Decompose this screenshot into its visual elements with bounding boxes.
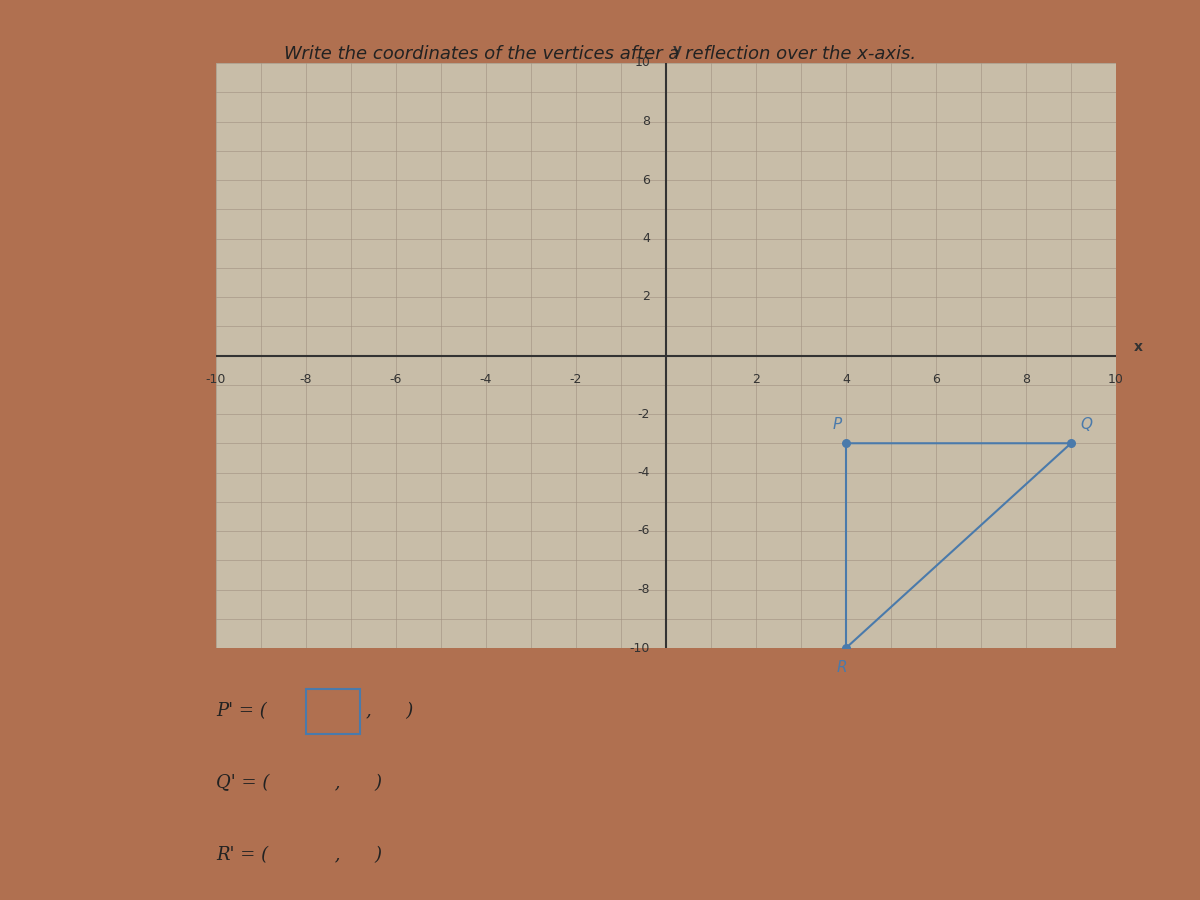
Text: 8: 8 [642,115,650,128]
Text: ,      ): , ) [366,702,413,720]
Text: -10: -10 [630,642,650,654]
Text: y: y [673,43,682,58]
Text: P' = (: P' = ( [216,702,266,720]
Text: -2: -2 [570,373,582,386]
Text: Q' = (: Q' = ( [216,774,269,792]
Text: -6: -6 [390,373,402,386]
Text: x: x [1134,340,1142,354]
Text: 4: 4 [642,232,650,245]
Text: 6: 6 [932,373,940,386]
Text: 4: 4 [842,373,850,386]
Text: ,      ): , ) [306,846,382,864]
Text: -8: -8 [637,583,650,596]
Point [1062,436,1081,451]
Text: P: P [833,417,841,432]
Text: 2: 2 [752,373,760,386]
Text: 2: 2 [642,291,650,303]
Text: -10: -10 [206,373,226,386]
Text: 10: 10 [635,57,650,69]
Text: -4: -4 [638,466,650,479]
Text: Write the coordinates of the vertices after a reflection over the x-axis.: Write the coordinates of the vertices af… [284,45,916,63]
Text: 10: 10 [1108,373,1124,386]
Text: 6: 6 [642,174,650,186]
Point [836,641,856,655]
Text: Q: Q [1080,417,1092,432]
Text: ,      ): , ) [306,774,382,792]
Text: R: R [836,660,847,675]
Text: R' = (: R' = ( [216,846,268,864]
Text: -6: -6 [638,525,650,537]
Point [836,436,856,451]
Text: -8: -8 [300,373,312,386]
Text: 8: 8 [1022,373,1030,386]
Text: -2: -2 [638,408,650,420]
Text: -4: -4 [480,373,492,386]
